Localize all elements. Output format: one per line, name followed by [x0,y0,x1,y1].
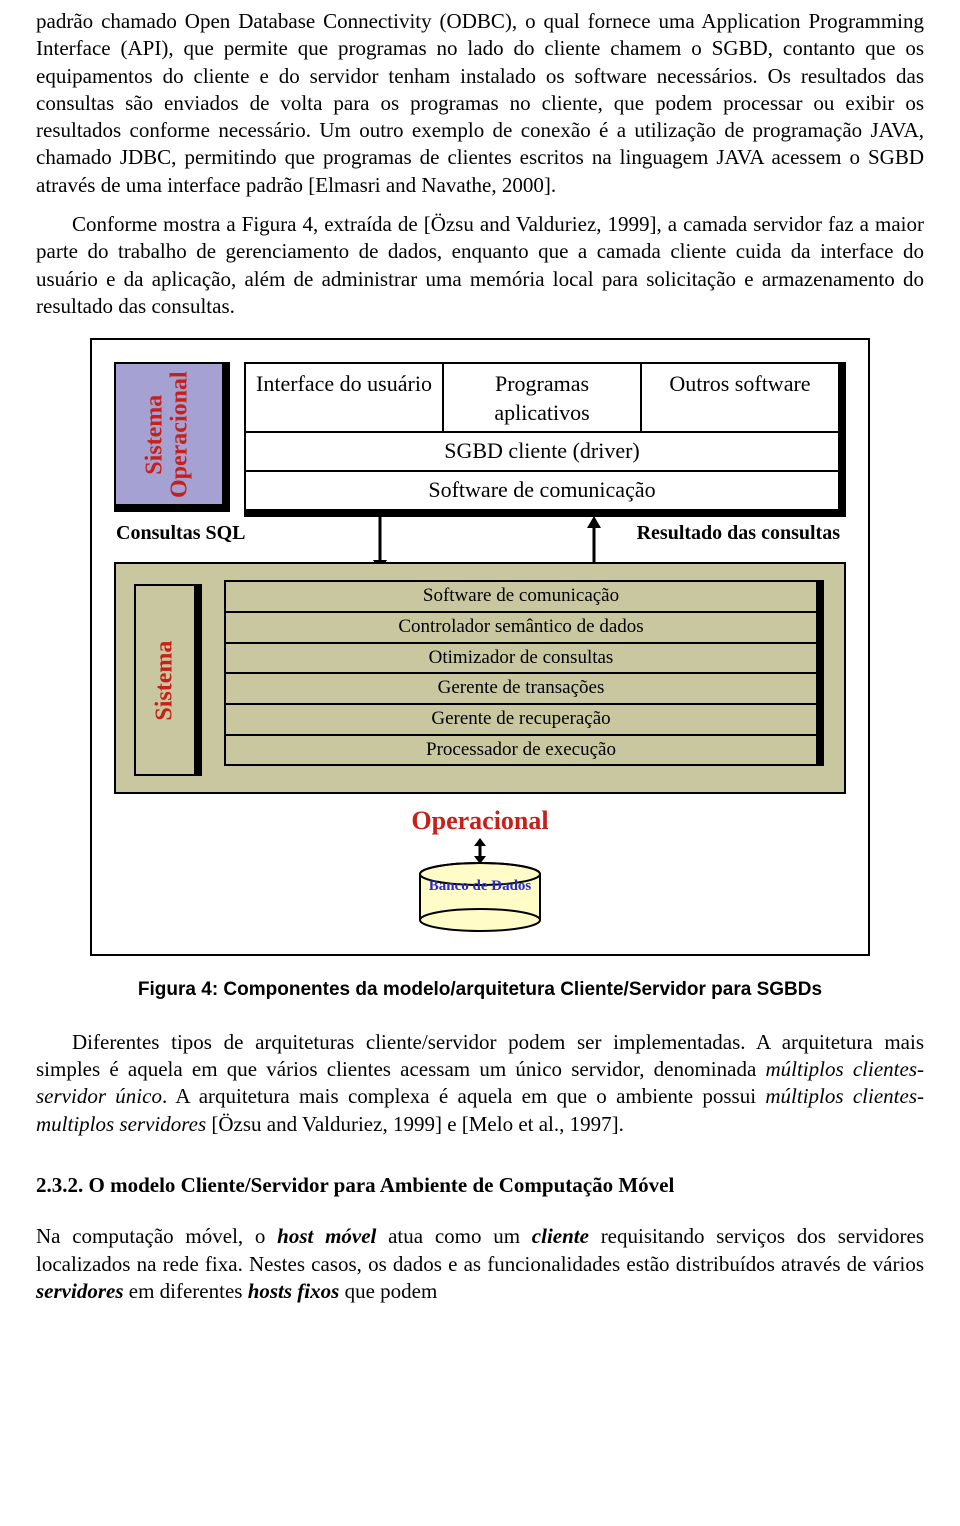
client-cell-ui: Interface do usuário [246,364,444,431]
mid-labels: Consultas SQL Resultado das consultas [114,520,846,546]
client-layer: Sistema Operacional Interface do usuário… [114,362,846,522]
p4-e: que podem [339,1279,437,1303]
client-cell-other: Outros software [642,364,838,431]
server-layer: Sistema Software de comunicação Controla… [114,562,846,794]
p4-d: em diferentes [124,1279,248,1303]
database-cylinder-icon [415,862,545,934]
server-row-4: Gerente de recuperação [226,705,816,736]
p4-b: atua como um [376,1224,531,1248]
client-stack: Interface do usuário Programas aplicativ… [244,362,846,516]
figure-caption: Figura 4: Componentes da modelo/arquitet… [36,978,924,1003]
sistema-operacional-label: Sistema Operacional [142,371,195,498]
section-heading: 2.3.2. O modelo Cliente/Servidor para Am… [36,1172,924,1199]
paragraph-4: Na computação móvel, o host móvel atua c… [36,1223,924,1305]
p3-part-c: [Özsu and Valduriez, 1999] e [Melo et al… [206,1112,624,1136]
p4-a: Na computação móvel, o [36,1224,277,1248]
p4-strong-3: servidores [36,1279,124,1303]
database-zone: Banco de Dados [114,842,846,938]
paragraph-3: Diferentes tipos de arquiteturas cliente… [36,1029,924,1138]
sistema-label: Sistema [149,640,180,720]
label-resultado: Resultado das consultas [637,520,846,546]
database-label: Banco de Dados [425,878,535,895]
client-driver-row: SGBD cliente (driver) [246,431,838,470]
figure-4: Sistema Operacional Interface do usuário… [90,338,870,956]
server-row-3: Gerente de transações [226,674,816,705]
paragraph-1: padrão chamado Open Database Connectivit… [36,8,924,199]
sistema-operacional-box: Sistema Operacional [114,362,230,512]
server-row-1: Controlador semântico de dados [226,613,816,644]
double-arrow-icon [472,838,488,864]
server-row-5: Processador de execução [226,736,816,765]
p4-strong-4: hosts fixos [248,1279,340,1303]
client-comm-row: Software de comunicação [246,470,838,509]
client-cell-apps: Programas aplicativos [444,364,642,431]
server-stack: Software de comunicação Controlador semâ… [224,580,824,766]
label-consultas-sql: Consultas SQL [114,520,246,546]
paragraph-2: Conforme mostra a Figura 4, extraída de … [36,211,924,320]
diagram-frame: Sistema Operacional Interface do usuário… [90,338,870,956]
sistema-box: Sistema [134,584,202,776]
p4-strong-2: cliente [532,1224,589,1248]
operacional-label: Operacional [114,804,846,838]
p3-part-b: . A arquitetura mais complexa é aquela e… [162,1084,765,1108]
server-row-2: Otimizador de consultas [226,644,816,675]
server-row-0: Software de comunicação [226,582,816,613]
p4-strong-1: host móvel [277,1224,376,1248]
